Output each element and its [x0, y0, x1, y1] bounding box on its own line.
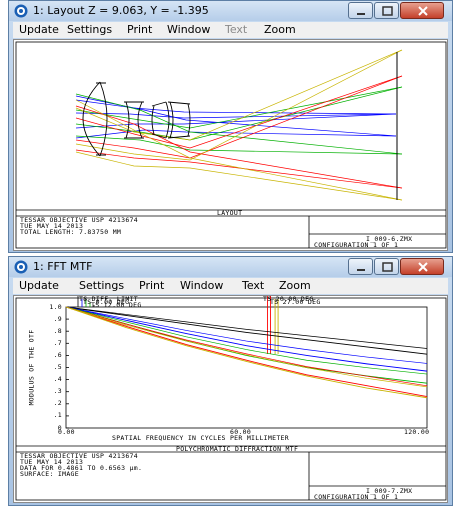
maximize-button[interactable] [374, 2, 399, 19]
minimize-button[interactable] [348, 258, 373, 275]
legend-ts-0: TS 0.00 DEG [83, 298, 130, 306]
close-button[interactable] [400, 2, 444, 19]
mtf-chart [15, 296, 447, 501]
layout-window-title: 1: Layout Z = 9.063, Y = -1.395 [33, 4, 209, 17]
y-tick-label: .6 [53, 350, 62, 359]
menu-window[interactable]: Window [180, 279, 224, 292]
mtf-series-line-sagittal [65, 306, 428, 364]
minimize-button[interactable] [348, 2, 373, 19]
layout-titlebar[interactable]: 1: Layout Z = 9.063, Y = -1.395 [9, 1, 452, 21]
lens-elements [82, 81, 191, 157]
y-tick-label: .5 [53, 363, 62, 371]
layout-info-line2: TUE MAY 14 2013 [20, 222, 84, 230]
mtf-canvas: TS DIFF. LIMIT TS 0.00 DEG TS 12.00 DEG … [13, 295, 448, 503]
menu-update[interactable]: Update [19, 23, 59, 36]
menu-zoom[interactable]: Zoom [264, 23, 296, 36]
mtf-config: CONFIGURATION 1 OF 1 [314, 493, 399, 501]
y-axis-ticks [66, 306, 69, 429]
layout-info-line3: TOTAL LENGTH: 7.83750 MM [20, 228, 122, 236]
x-tick-60: 60.00 [230, 428, 252, 436]
maximize-icon [382, 262, 393, 272]
mtf-series-line [65, 306, 428, 399]
mtf-window-title: 1: FFT MTF [33, 260, 93, 273]
mtf-series-line [65, 306, 428, 355]
y-tick-label: .2 [53, 399, 62, 408]
mtf-info-line1: TESSAR OBJECTIVE USP 4213674 [20, 452, 138, 460]
x-axis-label: SPATIAL FREQUENCY IN CYCLES PER MILLIMET… [112, 434, 289, 442]
layout-drawing [15, 41, 447, 249]
maximize-button[interactable] [374, 258, 399, 275]
x-tick-0: 0.00 [58, 428, 75, 436]
menu-text: Text [225, 23, 248, 36]
legend-ts-27: TS 27.00 DEG [270, 298, 321, 306]
legend-ts-12: TS 12.00 DEG [91, 301, 142, 309]
maximize-icon [382, 6, 393, 16]
legend-ts-20: TS 20.00 DEG [263, 295, 314, 303]
mtf-file-name: I_009-7.ZMX [366, 487, 413, 495]
layout-plot-title: LAYOUT [217, 209, 243, 217]
mtf-series-line-sagittal [65, 306, 428, 349]
menu-print[interactable]: Print [139, 279, 165, 292]
y-tick-label: .3 [53, 387, 62, 396]
y-tick-label: .8 [53, 326, 62, 335]
y-tick-label: .7 [53, 338, 62, 347]
x-tick-120: 120.00 [404, 428, 430, 436]
close-icon [418, 6, 428, 16]
menu-zoom[interactable]: Zoom [279, 279, 311, 292]
layout-canvas: LAYOUT TESSAR OBJECTIVE USP 4213674 TUE … [13, 39, 448, 251]
mtf-info-line4: SURFACE: IMAGE [20, 470, 79, 478]
layout-config: CONFIGURATION 1 OF 1 [314, 241, 399, 249]
mtf-series-line-sagittal [65, 306, 428, 375]
menu-update[interactable]: Update [19, 279, 59, 292]
mtf-info-line3: DATA FOR 0.4861 TO 0.6563 µm. [20, 464, 143, 472]
layout-menubar: Update Settings Print Window Text Zoom [13, 22, 448, 38]
layout-window: 1: Layout Z = 9.063, Y = -1.395 Update S… [8, 0, 453, 253]
close-icon [418, 262, 428, 272]
legend-ts-diff-limit: TS DIFF. LIMIT [79, 295, 138, 303]
minimize-icon [357, 269, 365, 271]
ray-bundle-blue [75, 95, 397, 139]
y-tick-label: 1.0 [49, 302, 62, 311]
ray-bundle-yellow [75, 49, 403, 201]
mtf-series-line [65, 306, 428, 384]
legend-leaders [77, 296, 95, 307]
layout-info-line1: TESSAR OBJECTIVE USP 4213674 [20, 216, 138, 224]
layout-file-name: I_009-6.ZMX [366, 235, 413, 243]
minimize-icon [357, 13, 365, 15]
y-axis-label: MODULUS OF THE OTF [27, 329, 36, 406]
zemax-app-icon [14, 260, 28, 274]
menu-settings[interactable]: Settings [79, 279, 125, 292]
menu-settings[interactable]: Settings [67, 23, 113, 36]
menu-text[interactable]: Text [242, 279, 265, 292]
mtf-series-line [65, 306, 428, 397]
y-tick-label: 0 [57, 423, 62, 432]
menu-print[interactable]: Print [127, 23, 153, 36]
menu-window[interactable]: Window [167, 23, 211, 36]
mtf-series-line-sagittal [65, 306, 428, 387]
mtf-plot-title: POLYCHROMATIC DIFFRACTION MTF [176, 445, 299, 453]
close-button[interactable] [400, 258, 444, 275]
mtf-window: 1: FFT MTF Update Settings Print Window … [8, 256, 453, 506]
y-tick-label: .1 [53, 411, 62, 420]
mtf-series-line-sagittal [65, 306, 428, 388]
y-tick-label: .4 [53, 375, 62, 384]
zemax-app-icon [14, 4, 28, 18]
mtf-series [65, 306, 428, 399]
mtf-info-line2: TUE MAY 14 2013 [20, 458, 84, 466]
y-tick-label: .9 [53, 314, 62, 323]
ray-bundle-green [75, 86, 403, 155]
mtf-series-line [65, 306, 428, 372]
mtf-titlebar[interactable]: 1: FFT MTF [9, 257, 452, 277]
mtf-menubar: Update Settings Print Window Text Zoom [13, 278, 448, 294]
